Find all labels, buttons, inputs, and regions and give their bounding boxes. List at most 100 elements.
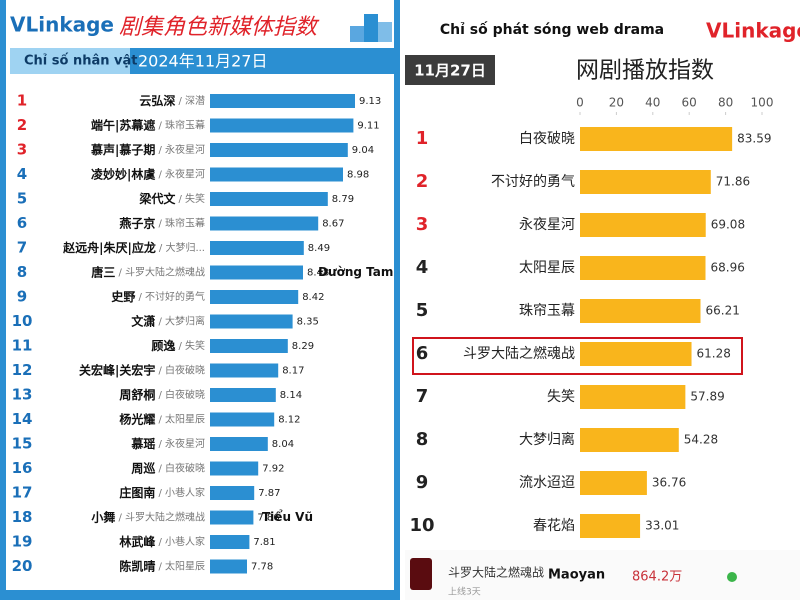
footer-note: 上线3天 xyxy=(448,586,481,598)
bar xyxy=(210,314,293,329)
rank: 5 xyxy=(416,300,429,321)
value-label: 8.67 xyxy=(322,219,344,230)
left-border xyxy=(394,0,400,600)
row-label: 慕声|慕子期 / 永夜星河 xyxy=(90,142,205,157)
drama-name: / 白夜破晓 xyxy=(158,364,205,377)
rank: 1 xyxy=(416,128,429,149)
drama-name: / 白夜破晓 xyxy=(158,462,205,475)
drama-name: / 永夜星河 xyxy=(158,437,205,450)
value-label: 8.98 xyxy=(347,170,369,181)
row-label: 小舞 / 斗罗大陆之燃魂战 xyxy=(91,509,205,524)
row-label: 凌妙妙|林虞 / 永夜星河 xyxy=(91,166,205,181)
drama-name: / 大梦归离 xyxy=(158,315,205,328)
bar xyxy=(210,290,299,304)
rank: 8 xyxy=(416,429,429,450)
bar xyxy=(210,486,255,500)
play-icon xyxy=(727,572,737,582)
rank: 17 xyxy=(12,484,33,502)
value-label: 8.12 xyxy=(278,415,300,426)
value-label: 7.81 xyxy=(253,537,275,548)
value-label: 8.79 xyxy=(332,194,354,205)
bar xyxy=(210,363,279,378)
date-band xyxy=(130,48,394,74)
rank: 9 xyxy=(416,472,429,493)
value-label: 8.14 xyxy=(280,390,302,401)
drama-name: / 不讨好的勇气 xyxy=(138,290,205,303)
value-label: 71.86 xyxy=(716,175,750,189)
row-label: 赵远舟|朱厌|应龙 / 大梦归... xyxy=(62,240,205,255)
annotation: Tiểu Vũ xyxy=(262,509,313,524)
bar xyxy=(580,428,679,452)
bar xyxy=(580,385,686,409)
drama-name: / 失笑 xyxy=(178,192,205,205)
bottom-border xyxy=(0,590,400,600)
value-label: 8.42 xyxy=(302,292,324,303)
right-subtitle: 网剧播放指数 xyxy=(576,58,714,84)
category-label: 不讨好的勇气 xyxy=(491,174,575,190)
rank: 10 xyxy=(12,312,33,330)
character-name: 小舞 xyxy=(91,509,115,524)
logo: VLinkage xyxy=(10,13,114,37)
rank: 18 xyxy=(12,508,33,526)
drama-name: / 深潜 xyxy=(178,94,205,107)
character-name: 端午|苏幕遮 xyxy=(91,117,155,132)
value-label: 69.08 xyxy=(711,218,745,232)
x-tick-label: 100 xyxy=(751,96,774,110)
character-name: 云弘深 xyxy=(139,93,175,108)
row-label: 云弘深 / 深潜 xyxy=(139,93,205,108)
value-label: 36.76 xyxy=(652,476,686,490)
value-label: 7.92 xyxy=(262,464,284,475)
rank: 5 xyxy=(17,190,27,208)
podium-icon xyxy=(350,14,392,42)
value-label: 9.13 xyxy=(359,96,381,107)
bar xyxy=(210,510,254,525)
rank: 6 xyxy=(416,343,429,364)
value-label: 83.59 xyxy=(737,132,771,146)
value-label: 7.87 xyxy=(258,488,280,499)
bar xyxy=(580,514,641,538)
drama-name: / 珠帘玉幕 xyxy=(158,217,205,230)
drama-name: / 斗罗大陆之燃魂战 xyxy=(118,511,205,524)
value-label: 9.11 xyxy=(357,121,379,132)
character-name: 凌妙妙|林虞 xyxy=(91,166,155,181)
left-title: 剧集角色新媒体指数 xyxy=(119,15,320,40)
left-subtitle: Chỉ số nhân vật xyxy=(24,54,138,69)
value-label: 7.86 xyxy=(257,513,279,524)
row-label: 史野 / 不讨好的勇气 xyxy=(111,289,205,304)
rank: 6 xyxy=(17,214,27,232)
row-label: 周巡 / 白夜破晓 xyxy=(131,460,205,475)
drama-name: / 永夜星河 xyxy=(158,168,205,181)
value-label: 9.04 xyxy=(352,145,374,156)
character-name: 庄图南 xyxy=(119,485,155,500)
character-name: 文潇 xyxy=(131,313,155,328)
bar xyxy=(210,192,328,206)
drama-name: / 小巷人家 xyxy=(158,535,205,548)
rank: 3 xyxy=(17,141,27,159)
footer-count: 864.2万 xyxy=(632,570,682,585)
row-label: 文潇 / 大梦归离 xyxy=(131,313,205,328)
poster-icon xyxy=(410,558,432,590)
rank: 13 xyxy=(12,386,33,404)
category-label: 大梦归离 xyxy=(519,431,575,448)
right-title: Chỉ số phát sóng web drama xyxy=(440,21,664,38)
rank: 2 xyxy=(416,171,429,192)
x-tick-label: 80 xyxy=(718,96,733,110)
bar xyxy=(210,559,247,574)
x-tick-label: 60 xyxy=(682,96,697,110)
rank: 3 xyxy=(416,214,429,235)
bar xyxy=(580,471,647,495)
value-label: 8.04 xyxy=(272,439,294,450)
drama-name: / 失笑 xyxy=(178,339,205,352)
value-label: 57.89 xyxy=(690,390,724,404)
category-label: 失笑 xyxy=(547,389,575,405)
rank: 16 xyxy=(12,459,33,477)
rank: 20 xyxy=(12,557,33,575)
drama-name: / 太阳星辰 xyxy=(158,560,205,573)
rank: 15 xyxy=(12,435,33,453)
character-name: 赵远舟|朱厌|应龙 xyxy=(62,240,156,255)
row-label: 慕瑶 / 永夜星河 xyxy=(130,436,205,451)
row-label: 端午|苏幕遮 / 珠帘玉幕 xyxy=(91,117,205,132)
rank: 4 xyxy=(416,257,429,278)
category-label: 白夜破晓 xyxy=(519,131,575,147)
character-name: 史野 xyxy=(111,289,135,304)
